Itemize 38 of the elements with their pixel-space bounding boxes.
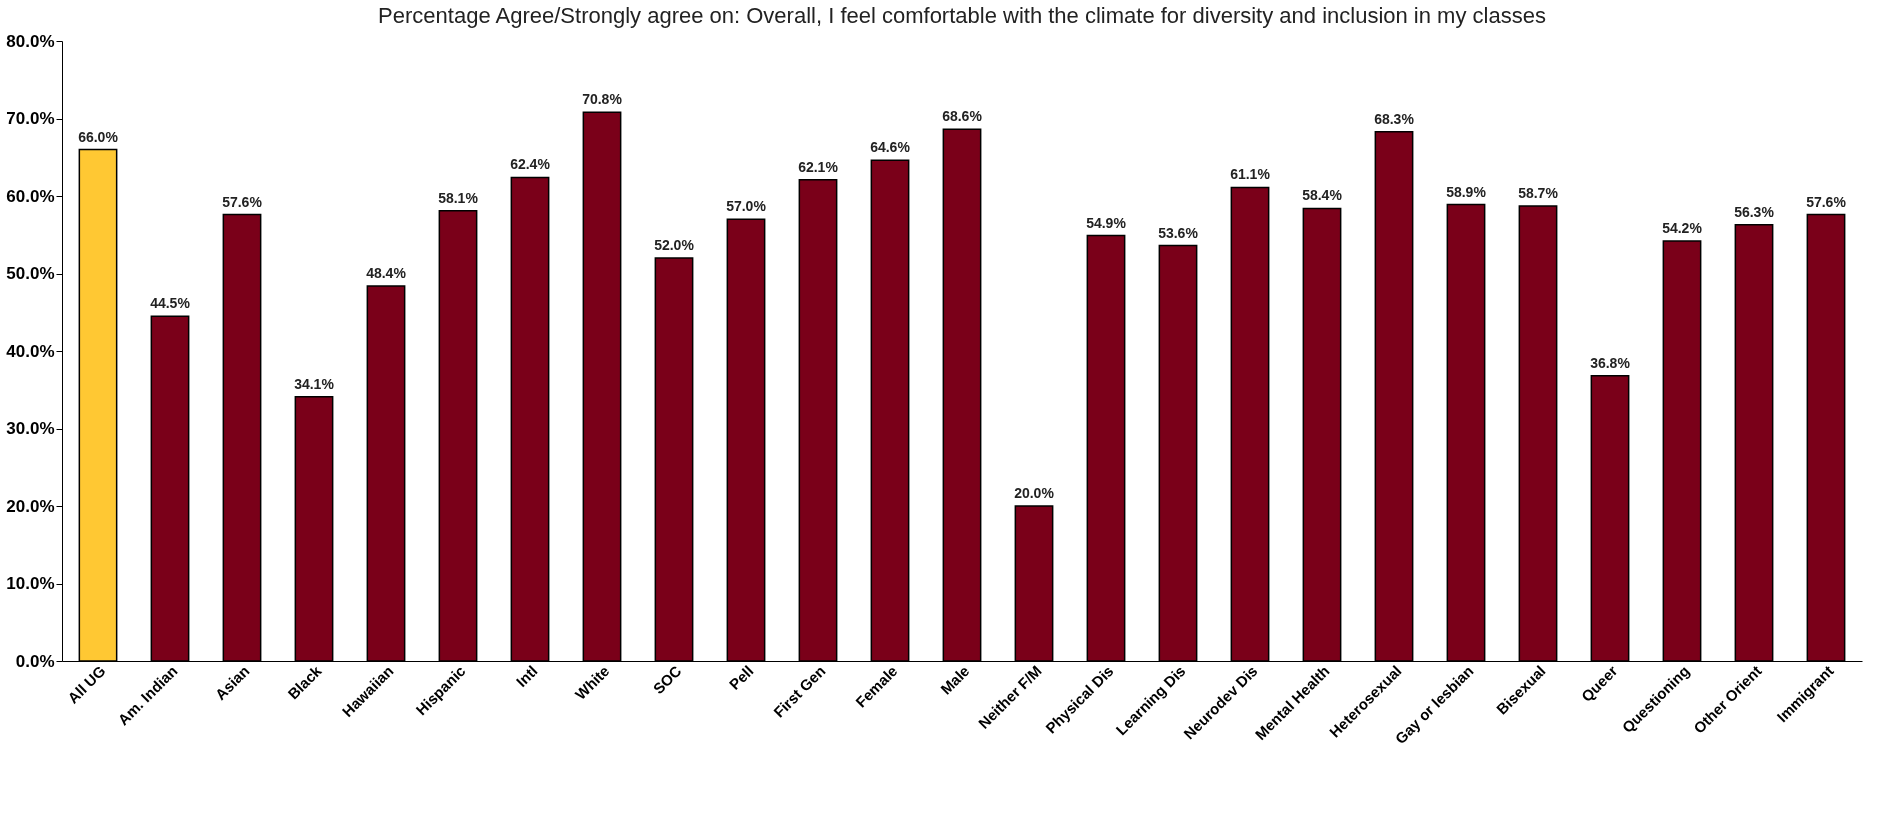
y-tick-label: 50.0% <box>6 264 55 283</box>
data-label: 64.6% <box>870 139 911 156</box>
data-label: 58.9% <box>1446 183 1487 200</box>
data-label: 62.1% <box>798 158 839 175</box>
data-label: 68.3% <box>1374 110 1415 127</box>
data-label: 54.9% <box>1086 214 1127 231</box>
data-label: 58.4% <box>1302 187 1343 204</box>
data-label: 57.6% <box>222 193 263 210</box>
data-label: 57.6% <box>1806 193 1847 210</box>
x-tick-label: Pell <box>725 662 757 693</box>
y-tick-label: 40.0% <box>6 341 55 361</box>
data-label: 44.5% <box>150 295 191 312</box>
data-label: 53.6% <box>1158 224 1199 241</box>
data-label: 58.7% <box>1518 185 1559 202</box>
data-label: 57.0% <box>726 198 767 215</box>
y-tick-label: 10.0% <box>6 574 55 593</box>
data-label: 58.1% <box>438 189 479 206</box>
data-label: 34.1% <box>294 375 335 392</box>
y-tick-label: 30.0% <box>6 419 55 438</box>
y-tick-label: 20.0% <box>6 496 55 516</box>
chart-title: Percentage Agree/Strongly agree on: Overall, I feel comfortable with the climate for diversity and inclusion in my classes <box>378 3 1546 28</box>
y-tick-label: 0.0% <box>15 651 55 671</box>
data-label: 52.0% <box>654 237 695 253</box>
data-label: 54.2% <box>1662 219 1703 236</box>
y-tick-label: 80.0% <box>6 31 55 51</box>
data-label: 62.4% <box>510 156 551 173</box>
data-label: 48.4% <box>366 264 407 281</box>
x-tick-label: All UG <box>64 662 109 707</box>
data-label: 66.0% <box>78 128 119 145</box>
y-tick-label: 70.0% <box>6 109 55 128</box>
data-label: 70.8% <box>582 91 623 108</box>
data-label: 68.6% <box>942 108 983 125</box>
data-label: 20.0% <box>1014 485 1055 501</box>
data-label: 36.8% <box>1590 354 1631 371</box>
y-tick-label: 60.0% <box>6 186 55 206</box>
x-tick-label: Intl <box>512 662 541 691</box>
data-label: 56.3% <box>1734 203 1775 220</box>
data-label: 61.1% <box>1230 166 1271 183</box>
